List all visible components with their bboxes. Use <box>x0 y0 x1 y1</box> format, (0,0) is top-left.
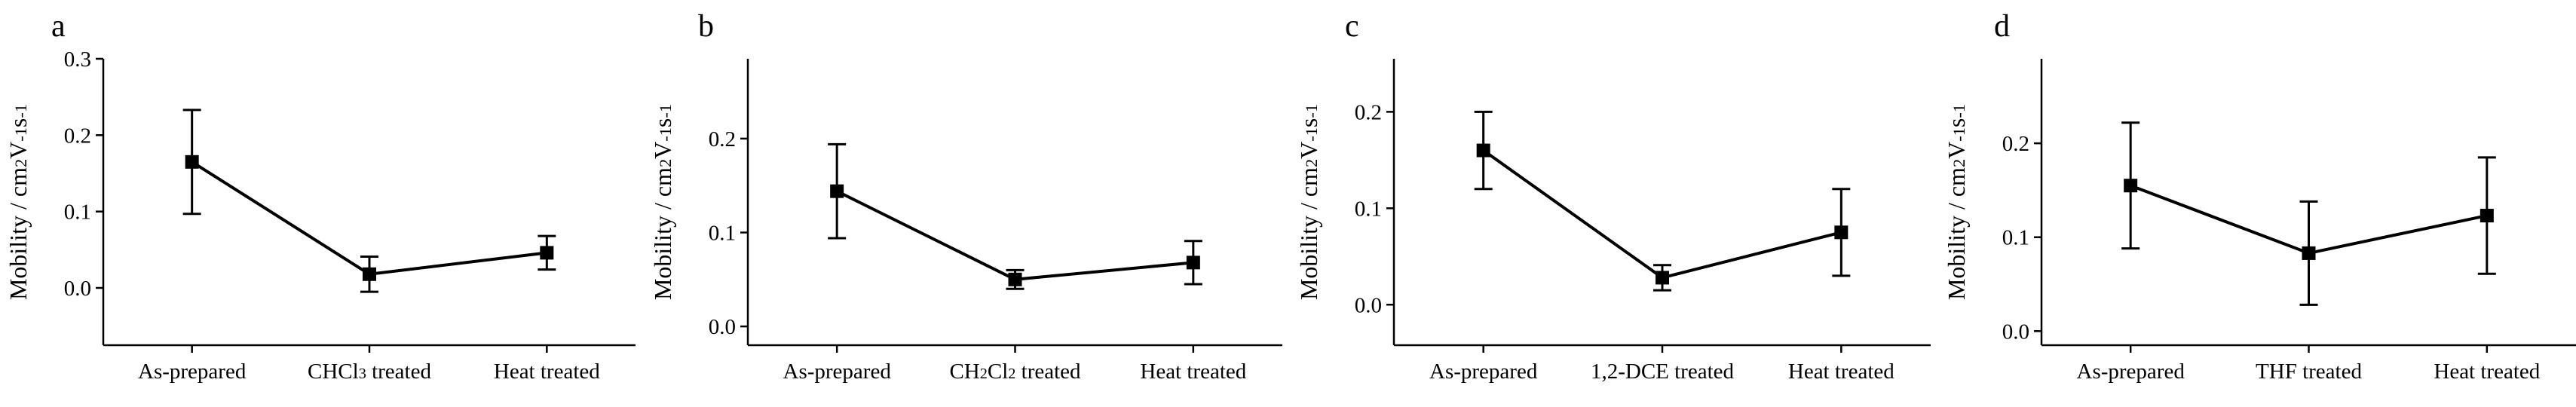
data-point <box>540 246 554 260</box>
text-run: -1 <box>656 127 675 142</box>
text-run: s <box>1943 118 1970 127</box>
text-run: -1 <box>1302 127 1321 142</box>
text-run: Heat treated <box>494 360 600 384</box>
text-run: -1 <box>11 127 30 142</box>
x-tick-label: Heat treated <box>494 360 600 384</box>
y-tick-label: 0.0 <box>709 315 736 339</box>
text-run: V <box>1295 142 1322 159</box>
data-point <box>363 267 376 281</box>
data-point <box>1186 256 1200 270</box>
series-line <box>836 189 1194 281</box>
data-point <box>185 155 199 169</box>
text-run: 2 <box>11 159 30 167</box>
data-point <box>1656 271 1669 285</box>
y-axis-title: Mobility / cm2V-1s-1 <box>649 104 676 300</box>
text-run: Heat treated <box>2434 360 2540 384</box>
y-tick-label: 0.1 <box>64 200 91 225</box>
x-tick-label: As-prepared <box>2077 360 2185 384</box>
text-run: 3 <box>359 366 366 382</box>
data-point <box>2124 179 2138 193</box>
text-run: THF treated <box>2256 360 2362 384</box>
data-point <box>830 184 844 198</box>
panel-letter: d <box>1994 9 2010 44</box>
y-tick-label: 0.3 <box>64 47 91 72</box>
y-tick-label: 0.0 <box>64 277 91 301</box>
text-run: -1 <box>1950 127 1968 142</box>
text-run: -1 <box>1950 104 1968 118</box>
text-run: Heat treated <box>1140 360 1246 384</box>
text-run: As-prepared <box>783 360 892 384</box>
text-run: CHCl <box>308 360 359 384</box>
text-run: s <box>649 118 676 127</box>
y-tick-label: 0.2 <box>1355 100 1382 124</box>
text-run: -1 <box>11 104 30 118</box>
text-run: V <box>649 142 676 159</box>
text-run: 2 <box>1950 159 1968 167</box>
y-tick-label: 0.0 <box>1355 293 1382 317</box>
chart-panel-a: a 0.0 0.1 0.2 0.3 As-prepared CHCl3 treated Hea… <box>5 9 636 384</box>
text-run: treated <box>366 360 432 384</box>
text-run: s <box>1295 118 1322 127</box>
text-run: 1,2-DCE treated <box>1591 360 1735 384</box>
text-run: Mobility / cm <box>1943 167 1970 300</box>
text-run: As-prepared <box>2077 360 2185 384</box>
text-run: -1 <box>656 104 675 118</box>
panel-letter: b <box>698 9 714 44</box>
text-run: CH <box>949 360 979 384</box>
y-tick-label: 0.0 <box>2002 320 2029 344</box>
text-run: As-prepared <box>138 360 247 384</box>
y-tick-label: 0.1 <box>2002 226 2029 250</box>
x-tick-label: 1,2-DCE treated <box>1591 360 1735 384</box>
chart-panel-c: c 0.0 0.1 0.2 As-prepared 1,2-DCE treated Heat… <box>1295 9 1931 384</box>
text-run: 2 <box>1008 366 1015 382</box>
x-tick-label: As-prepared <box>138 360 247 384</box>
text-run: treated <box>1015 360 1081 384</box>
series-line <box>1482 148 1842 280</box>
text-run: Mobility / cm <box>5 167 32 300</box>
panel-letter: c <box>1345 9 1359 44</box>
x-tick-label: As-prepared <box>1429 360 1538 384</box>
y-axis-title: Mobility / cm2V-1s-1 <box>1295 104 1322 300</box>
x-tick-label: CH2Cl2 treated <box>949 360 1081 384</box>
data-point <box>2480 209 2494 223</box>
text-run: 2 <box>1302 159 1321 167</box>
text-run: 2 <box>980 366 988 382</box>
text-run: Heat treated <box>1788 360 1894 384</box>
chart-panel-b: b0.00.10.2As-prepared CH2Cl2 treated Heat … <box>649 9 1282 384</box>
y-axis-title: Mobility / cm2V-1s-1 <box>5 104 32 300</box>
text-run: -1 <box>1302 104 1321 118</box>
y-tick-label: 0.2 <box>64 124 91 148</box>
x-tick-label: CHCl3 treated <box>308 360 431 384</box>
data-point <box>2302 246 2316 260</box>
data-point <box>1476 143 1490 158</box>
y-tick-label: 0.2 <box>709 127 736 151</box>
x-tick-label: THF treated <box>2256 360 2362 384</box>
panel-letter: a <box>51 9 66 44</box>
text-run: Cl <box>988 360 1008 384</box>
text-run: As-prepared <box>1429 360 1538 384</box>
y-tick-label: 0.2 <box>2002 132 2029 156</box>
x-tick-label: Heat treated <box>2434 360 2540 384</box>
x-tick-label: As-prepared <box>783 360 892 384</box>
text-run: s <box>5 118 32 127</box>
text-run: V <box>5 142 32 159</box>
y-axis-title: Mobility / cm2V-1s-1 <box>1943 104 1970 300</box>
x-tick-label: Heat treated <box>1788 360 1894 384</box>
x-tick-label: Heat treated <box>1140 360 1246 384</box>
text-run: Mobility / cm <box>1295 167 1322 300</box>
data-point <box>1008 272 1022 286</box>
text-run: V <box>1943 142 1970 159</box>
y-tick-label: 0.1 <box>1355 197 1382 221</box>
data-point <box>1834 225 1849 240</box>
y-tick-label: 0.1 <box>709 221 736 245</box>
chart-panel-d: d 0.0 0.1 0.2 As-prepared THF treated Heat tre… <box>1943 9 2576 384</box>
text-run: Mobility / cm <box>649 167 676 300</box>
text-run: 2 <box>656 159 675 167</box>
